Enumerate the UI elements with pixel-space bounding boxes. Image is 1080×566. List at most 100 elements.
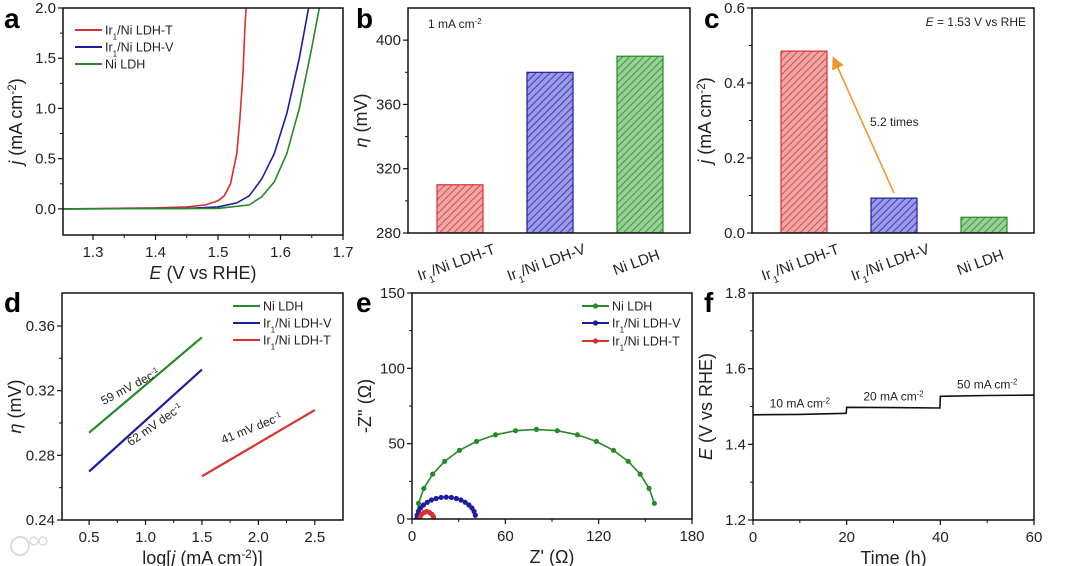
- text-run: j: [695, 159, 715, 167]
- y-tick-label: 280: [376, 225, 401, 242]
- superscript: -2: [695, 83, 708, 93]
- ratio-arrow: [832, 56, 895, 194]
- y-tick-label: 0.36: [26, 318, 55, 335]
- plot-area: [88, 336, 316, 478]
- series-line: [201, 409, 316, 478]
- data-point: [646, 485, 652, 492]
- y-tick-label: 1.4: [725, 436, 746, 453]
- y-tick-label: 360: [376, 96, 401, 113]
- text-run: Z' (Ω): [530, 547, 575, 566]
- text-run: Time (h): [860, 548, 926, 566]
- text-run: Ni LDH: [611, 247, 662, 280]
- text-run: (mA cm: [695, 94, 715, 160]
- y-tick-label: 1.6: [725, 361, 746, 378]
- y-tick-label: 0.28: [26, 447, 55, 464]
- x-tick-label: 0: [408, 528, 416, 545]
- plot-frame: [62, 7, 344, 236]
- panel-letter: d: [4, 287, 21, 318]
- y-tick-label: 1.2: [725, 512, 746, 529]
- series-line: [63, 8, 321, 210]
- subscript: 1: [861, 274, 870, 286]
- bar: [780, 50, 828, 233]
- legend-label: Ir1/Ni LDH-T: [612, 335, 680, 353]
- series-line: [63, 8, 310, 210]
- x-tick-label: 2.0: [248, 529, 269, 546]
- y-tick-label: 2.0: [35, 0, 56, 17]
- text-run: 20 mA cm: [863, 389, 916, 403]
- text-run: /Ni LDH-V: [275, 317, 332, 331]
- subscript: 1: [772, 274, 781, 286]
- subscript: 1: [113, 32, 118, 41]
- y-tick-label: 0.32: [26, 383, 55, 400]
- series-line: [415, 428, 656, 519]
- series-line: [88, 368, 203, 473]
- y-axis-label: η (mV): [351, 94, 371, 148]
- y-tick-label: 0.5: [35, 151, 56, 168]
- data-point: [430, 471, 436, 477]
- x-tick-label: 2.5: [304, 529, 325, 546]
- superscript: -2: [823, 396, 830, 405]
- subscript: 1: [620, 325, 625, 334]
- legend-marker: [592, 303, 599, 309]
- data-point: [456, 447, 463, 453]
- series-line: [753, 394, 1034, 416]
- legend-marker: [592, 320, 599, 326]
- text-run: 10 mA cm: [770, 396, 823, 410]
- bar: [616, 55, 664, 233]
- category-label: Ir1/Ni LDH-T: [415, 241, 499, 289]
- data-point: [610, 447, 617, 453]
- text-run: Ir: [105, 41, 113, 55]
- y-tick-label: 0: [397, 511, 405, 528]
- superscript: -2: [475, 17, 482, 26]
- panel-letter: e: [356, 287, 372, 318]
- plot-area: [780, 50, 1008, 233]
- plot-frame: [61, 292, 344, 521]
- y-tick-label: 100: [380, 360, 405, 377]
- bar: [960, 216, 1008, 233]
- y-tick-label: 0.4: [724, 75, 745, 92]
- text-run: log[: [142, 548, 171, 566]
- text-run: Ni LDH: [263, 300, 303, 314]
- text-run: 1 mA cm: [428, 17, 475, 31]
- text-run: (V vs RHE): [162, 263, 257, 283]
- text-run: = 1.53 V vs RHE: [934, 15, 1026, 29]
- y-tick-label: 1.0: [35, 100, 56, 117]
- y-axis-label: j (mA cm-2): [695, 77, 716, 166]
- category-label: Ir1/Ni LDH-V: [849, 241, 934, 289]
- data-point: [625, 458, 631, 464]
- text-run: (mV): [5, 380, 25, 424]
- text-run: (mV): [351, 94, 371, 138]
- superscript: -1: [272, 409, 282, 420]
- category-label: Ir1/Ni LDH-T: [759, 241, 843, 289]
- x-tick-label: 1.5: [208, 244, 229, 261]
- data-point: [462, 499, 468, 505]
- data-point: [428, 497, 435, 503]
- plot-frame: [407, 7, 691, 234]
- plot-frame: [411, 292, 693, 520]
- subscript: 1: [113, 49, 118, 58]
- text-run: /Ni LDH-T: [773, 241, 841, 280]
- text-run: /Ni LDH-T: [275, 334, 331, 348]
- panel-letter: c: [704, 3, 720, 34]
- text-run: 41 mV dec: [219, 412, 277, 446]
- text-run: ): [6, 78, 26, 84]
- subscript: 1: [271, 342, 276, 351]
- series-line: [63, 8, 247, 210]
- legend-marker: [592, 338, 599, 344]
- panel-letter: b: [356, 3, 373, 34]
- data-point: [513, 428, 519, 434]
- panel-a: a 0.0 0.5 1.0 1.5 2.0 1.3 1.4 1.5 1.6 1.7 E (V vs R…: [4, 0, 353, 283]
- text-run: η: [5, 424, 25, 434]
- text-run: Ir: [263, 334, 271, 348]
- data-point: [442, 458, 448, 464]
- legend-label: Ir1/Ni LDH-T: [105, 24, 173, 42]
- data-point: [424, 499, 430, 505]
- x-tick-label: 180: [679, 528, 704, 545]
- panel-f: f 1.2 1.4 1.6 1.8 0 20 40 60 Time (h) E (V vs RHE)…: [696, 285, 1042, 566]
- superscript: -2: [241, 548, 251, 561]
- text-run: Ni LDH: [105, 58, 145, 72]
- condition-annotation: 1 mA cm-2: [428, 17, 482, 32]
- y-tick-label: 150: [380, 285, 405, 302]
- data-point: [421, 485, 427, 492]
